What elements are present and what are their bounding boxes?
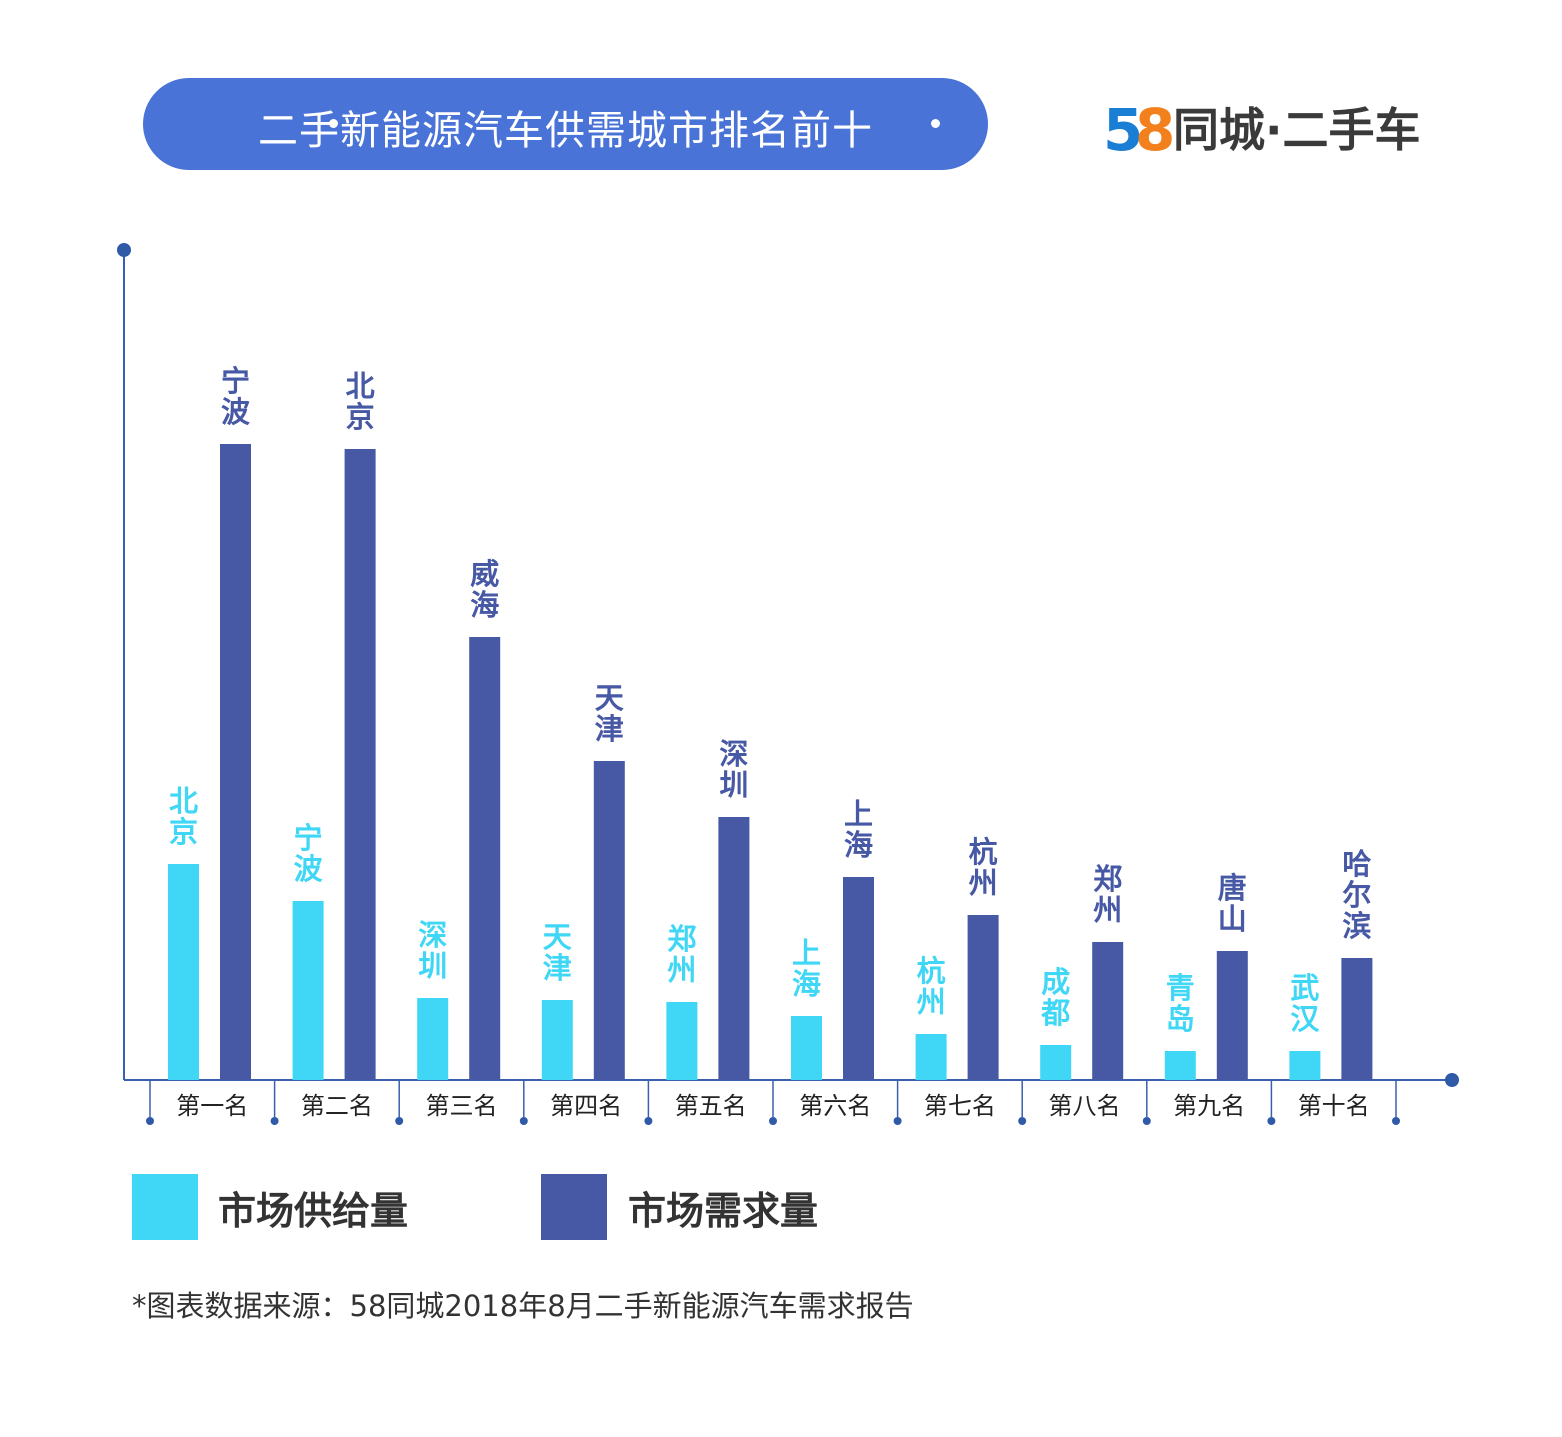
group-divider-dot (893, 1117, 902, 1125)
group-divider-dot (146, 1117, 154, 1125)
supply-city-label: 天 (543, 920, 572, 954)
x-tick-label: 第七名 (924, 1092, 996, 1120)
logo-digit-five: 5 (1103, 96, 1144, 164)
y-axis-end-dot (117, 243, 131, 257)
supply-bar (1164, 1051, 1196, 1080)
x-tick-label: 第二名 (301, 1092, 373, 1120)
supply-city-label: 州 (667, 953, 696, 987)
group-divider-dot (1392, 1117, 1400, 1125)
demand-bar (1216, 951, 1248, 1080)
demand-bar (967, 915, 999, 1080)
supply-city-label: 州 (917, 985, 946, 1019)
supply-bar (1040, 1045, 1072, 1080)
group-divider-dot (644, 1117, 653, 1125)
group-divider-dot (1018, 1117, 1027, 1125)
title-left-dot (329, 119, 338, 128)
demand-city-label: 宁 (221, 364, 250, 398)
demand-city-label: 杭 (969, 835, 998, 869)
group-divider-dot (395, 1117, 404, 1125)
legend-swatch-supply (132, 1174, 198, 1240)
supply-city-label: 武 (1290, 971, 1319, 1005)
x-tick-label: 第一名 (176, 1092, 248, 1120)
supply-city-label: 波 (294, 852, 324, 886)
demand-city-label: 深 (719, 737, 748, 771)
x-tick-label: 第四名 (550, 1092, 622, 1120)
supply-city-label: 京 (169, 815, 198, 849)
x-tick-label: 第九名 (1173, 1092, 1245, 1120)
group-divider-dot (1142, 1117, 1151, 1125)
supply-city-label: 海 (792, 967, 821, 1001)
demand-city-label: 郑 (1093, 862, 1122, 896)
demand-bar (718, 817, 750, 1080)
x-axis-end-dot (1445, 1073, 1459, 1087)
demand-city-label: 滨 (1342, 909, 1371, 943)
demand-city-label: 海 (470, 588, 499, 622)
group-divider-dot (769, 1117, 777, 1125)
supply-bar (417, 998, 449, 1080)
group-divider-dot (519, 1117, 528, 1125)
demand-city-label: 山 (1218, 902, 1247, 936)
logo-digit-eight: 8 (1135, 96, 1176, 164)
supply-city-label: 津 (543, 951, 572, 985)
x-tick-label: 第十名 (1298, 1092, 1370, 1120)
group-divider-dot (270, 1117, 279, 1125)
supply-city-label: 北 (169, 784, 198, 818)
demand-city-label: 上 (844, 797, 873, 831)
demand-city-label: 尔 (1342, 878, 1371, 912)
x-tick-label: 第八名 (1049, 1092, 1121, 1120)
chart-title-banner: 二手新能源汽车供需城市排名前十 (143, 78, 988, 170)
demand-city-label: 唐 (1218, 871, 1247, 905)
demand-city-label: 州 (969, 866, 998, 900)
supply-city-label: 岛 (1166, 1002, 1195, 1036)
supply-bar (915, 1034, 947, 1080)
demand-city-label: 州 (1093, 893, 1122, 927)
legend-swatch-demand (541, 1174, 607, 1240)
demand-city-label: 京 (346, 400, 375, 434)
supply-bar (292, 901, 324, 1080)
supply-city-label: 宁 (294, 821, 323, 855)
demand-bar (469, 637, 501, 1080)
x-tick-label: 第六名 (799, 1092, 871, 1120)
demand-bar (1092, 942, 1124, 1080)
supply-city-label: 深 (418, 918, 447, 952)
supply-city-label: 上 (792, 936, 821, 970)
demand-city-label: 津 (595, 712, 624, 746)
data-source-note: *图表数据来源：58同城2018年8月二手新能源汽车需求报告 (132, 1289, 914, 1323)
title-right-dot (931, 119, 940, 128)
legend-label-demand: 市场需求量 (628, 1189, 819, 1233)
supply-city-label: 郑 (667, 922, 696, 956)
supply-bar (666, 1002, 698, 1080)
chart-title: 二手新能源汽车供需城市排名前十 (258, 108, 873, 154)
demand-city-label: 天 (595, 681, 624, 715)
legend-label-supply: 市场供给量 (218, 1189, 409, 1233)
demand-city-label: 北 (346, 369, 375, 403)
supply-city-label: 成 (1041, 965, 1070, 999)
supply-city-label: 圳 (418, 949, 447, 983)
supply-bar (791, 1016, 822, 1080)
group-divider-dot (1267, 1117, 1276, 1125)
supply-city-label: 杭 (917, 954, 946, 988)
supply-bar (541, 1000, 573, 1080)
demand-bar (843, 877, 874, 1080)
demand-bar (220, 444, 251, 1080)
supply-bar (168, 864, 199, 1080)
x-tick-label: 第五名 (675, 1092, 747, 1120)
demand-bar (344, 449, 376, 1080)
demand-city-label: 哈 (1342, 847, 1371, 881)
supply-bar (1289, 1051, 1321, 1080)
demand-bar (1341, 958, 1373, 1080)
demand-city-label: 波 (221, 395, 251, 429)
supply-city-label: 汉 (1290, 1002, 1320, 1036)
x-tick-label: 第三名 (426, 1092, 498, 1120)
demand-bar (593, 761, 625, 1080)
demand-city-label: 威 (470, 557, 499, 591)
demand-city-label: 海 (844, 828, 873, 862)
supply-city-label: 都 (1040, 996, 1070, 1030)
demand-city-label: 圳 (719, 768, 748, 802)
logo-text: 同城·二手车 (1173, 103, 1421, 157)
supply-city-label: 青 (1166, 971, 1195, 1005)
